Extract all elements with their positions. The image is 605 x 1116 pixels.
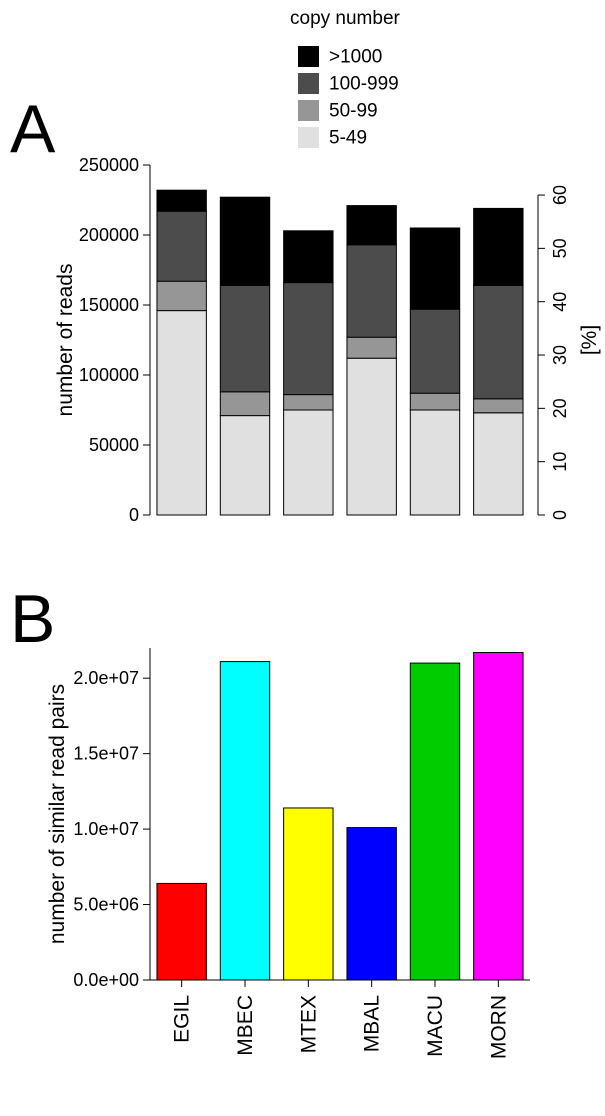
y-tick-label: 5.0e+06 xyxy=(73,895,139,915)
legend-label: 100-999 xyxy=(329,73,399,94)
legend-label: >1000 xyxy=(329,46,382,67)
y-tick-label: 50000 xyxy=(89,435,139,455)
y2-tick-label: 0 xyxy=(550,510,570,520)
bar-segment xyxy=(474,208,523,285)
x-tick-label: MBAL xyxy=(361,995,384,1052)
y2-tick-label: 30 xyxy=(550,345,570,365)
x-tick-label: MTEX xyxy=(297,995,320,1053)
y-tick-label: 250000 xyxy=(79,155,139,175)
bar-segment xyxy=(220,197,269,285)
bar-segment xyxy=(410,228,459,309)
y-axis-label: number of reads xyxy=(54,264,77,417)
y-tick-label: 100000 xyxy=(79,365,139,385)
bar xyxy=(220,662,269,980)
bar-segment xyxy=(347,337,396,358)
legend-label: 50-99 xyxy=(329,100,378,121)
bar xyxy=(474,653,523,980)
y2-tick-label: 40 xyxy=(550,292,570,312)
y-tick-label: 150000 xyxy=(79,295,139,315)
legend-swatch xyxy=(298,127,319,148)
bar-segment xyxy=(410,309,459,393)
bar-segment xyxy=(410,393,459,410)
bar-segment xyxy=(474,399,523,413)
panel-label-b: B xyxy=(10,580,55,658)
legend-title: copy number xyxy=(290,8,401,29)
x-tick-label: EGIL xyxy=(171,995,194,1043)
legend-label: 5-49 xyxy=(329,127,367,148)
y-axis-label: number of similar read pairs xyxy=(46,684,69,944)
legend-swatch xyxy=(298,46,319,67)
bar xyxy=(410,663,459,980)
bar-segment xyxy=(220,416,269,515)
bar-segment xyxy=(284,410,333,515)
y2-tick-label: 20 xyxy=(550,398,570,418)
y-tick-label: 1.0e+07 xyxy=(73,819,139,839)
y-tick-label: 2.0e+07 xyxy=(73,668,139,688)
bar-segment xyxy=(474,413,523,515)
bar-segment xyxy=(347,245,396,337)
bar-segment xyxy=(157,281,206,310)
bar-segment xyxy=(284,395,333,410)
y-tick-label: 200000 xyxy=(79,225,139,245)
bar xyxy=(347,828,396,980)
figure-stage: A B copy number>1000100-99950-995-490500… xyxy=(0,0,605,1116)
legend-swatch xyxy=(298,73,319,94)
bar-segment xyxy=(157,311,206,515)
y2-tick-label: 50 xyxy=(550,238,570,258)
bar xyxy=(157,883,206,980)
x-tick-label: MBEC xyxy=(234,995,257,1056)
bar-segment xyxy=(284,231,333,283)
x-tick-label: MORN xyxy=(487,995,510,1059)
bar-segment xyxy=(220,392,269,416)
x-tick-label: MACU xyxy=(424,995,447,1057)
legend: copy number >1000 100-999 50-99 5-49 xyxy=(290,8,401,148)
bar xyxy=(284,808,333,980)
y2-tick-label: 60 xyxy=(550,185,570,205)
panel-label-a: A xyxy=(10,90,55,168)
panel-b: 0.0e+00 5.0e+06 1.0e+07 1.5e+07 2.0e+07numbe… xyxy=(46,648,530,1059)
bar-segment xyxy=(347,358,396,515)
bar-segment xyxy=(347,206,396,245)
bar-segment xyxy=(474,285,523,398)
y2-tick-label: 10 xyxy=(550,452,570,472)
y-tick-label: 0 xyxy=(129,505,139,525)
bar-segment xyxy=(157,211,206,281)
bar-segment xyxy=(220,285,269,391)
y-tick-label: 0.0e+00 xyxy=(73,970,139,990)
panel-a: 0 50000 100000 150000 200000 250000 number of … xyxy=(54,155,601,525)
bar-segment xyxy=(157,190,206,211)
y-tick-label: 1.5e+07 xyxy=(73,744,139,764)
bar-segment xyxy=(410,410,459,515)
bar-segment xyxy=(284,283,333,395)
figure-svg: copy number >1000 100-999 50-99 5-49 0 50000 10… xyxy=(0,0,605,1116)
legend-swatch xyxy=(298,100,319,121)
y2-axis-label: [%] xyxy=(578,325,601,355)
